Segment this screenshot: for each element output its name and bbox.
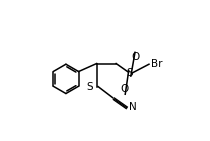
Text: N: N xyxy=(129,103,136,113)
Text: Br: Br xyxy=(151,59,163,69)
Text: O: O xyxy=(120,84,129,94)
Text: S: S xyxy=(87,82,93,92)
Text: S: S xyxy=(127,68,133,78)
Text: O: O xyxy=(132,52,140,62)
